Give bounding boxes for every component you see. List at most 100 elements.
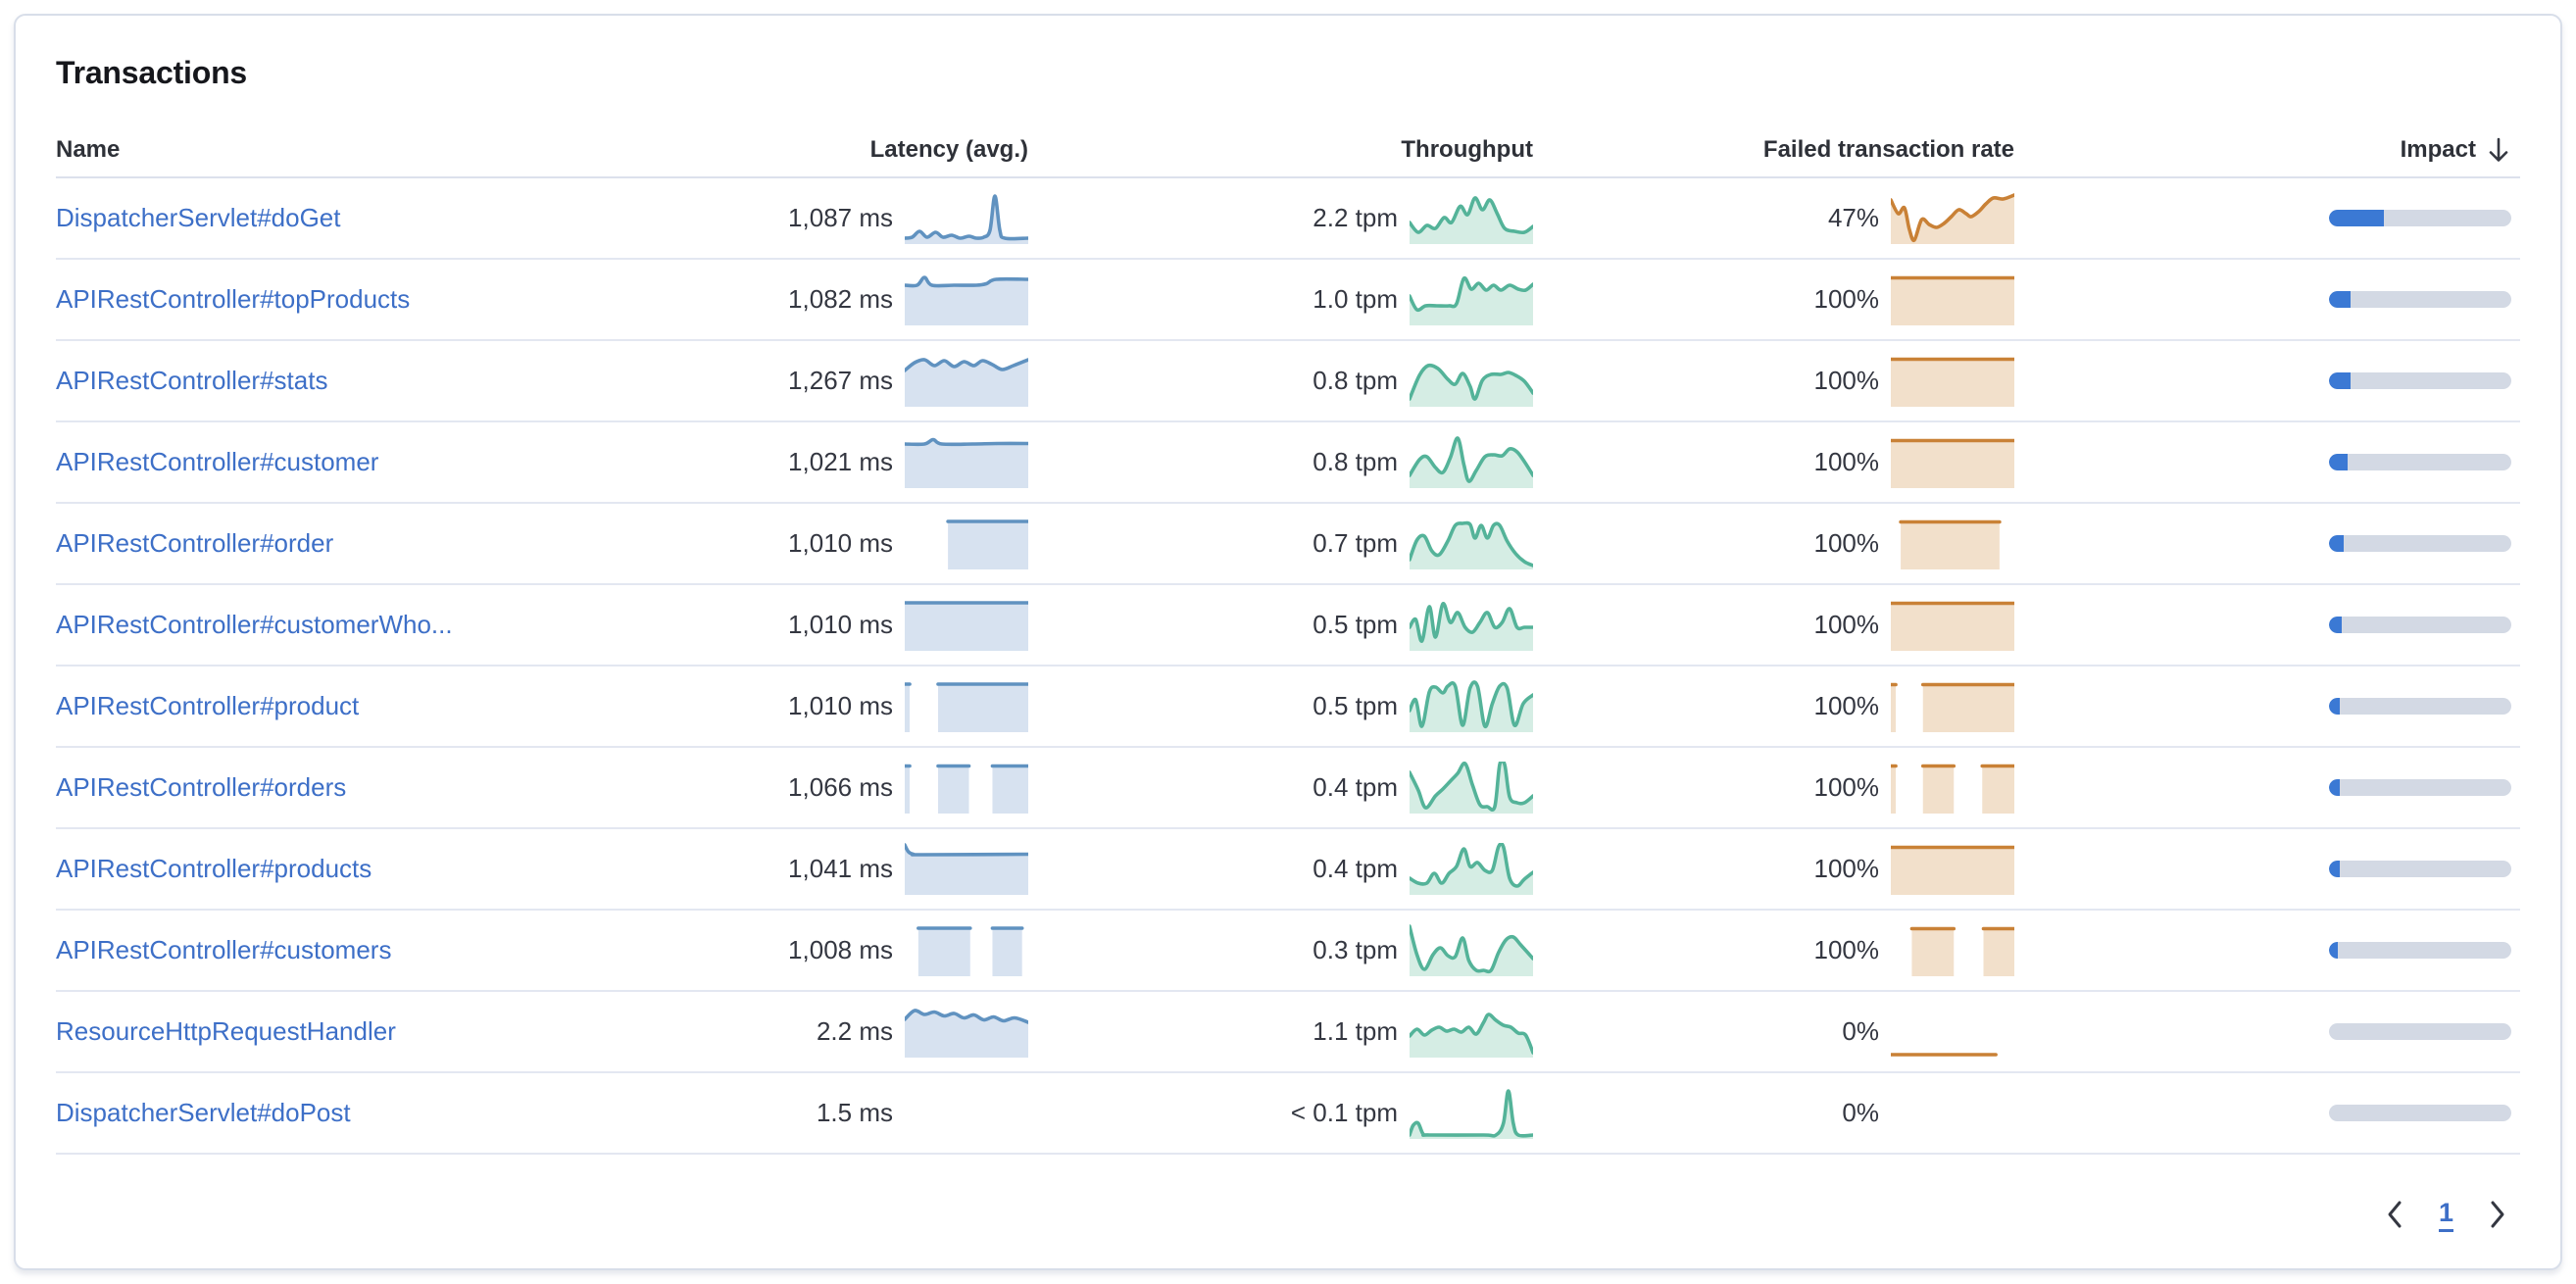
error-rate-sparkline <box>1891 843 2014 896</box>
throughput-value: 0.8 tpm <box>1313 366 1398 395</box>
error-rate-cell: 100% <box>1533 843 2014 896</box>
throughput-value: 0.4 tpm <box>1313 854 1398 883</box>
error-rate-value: 47% <box>1827 203 1879 232</box>
column-header-throughput[interactable]: Throughput <box>1401 136 1533 163</box>
impact-cell <box>2014 1023 2524 1040</box>
throughput-value: 0.3 tpm <box>1313 935 1398 964</box>
table-row: APIRestController#customers 1,008 ms 0.3… <box>56 911 2520 992</box>
latency-cell: 1,008 ms <box>610 924 1028 977</box>
impact-cell <box>2014 861 2524 877</box>
impact-bar-fill <box>2329 210 2384 226</box>
impact-bar <box>2329 210 2511 226</box>
latency-value: 1,041 ms <box>788 854 893 883</box>
throughput-cell: 1.1 tpm <box>1028 1006 1533 1059</box>
pagination: 1 <box>56 1192 2520 1237</box>
column-header-impact[interactable]: Impact <box>2014 135 2524 165</box>
error-rate-sparkline <box>1891 680 2014 733</box>
latency-sparkline <box>905 436 1028 489</box>
sort-desc-arrow-icon <box>2485 135 2512 165</box>
transaction-link[interactable]: DispatcherServlet#doPost <box>56 1098 351 1127</box>
throughput-cell: 0.5 tpm <box>1028 679 1533 733</box>
impact-cell <box>2014 779 2524 796</box>
latency-value: 1.5 ms <box>816 1098 893 1127</box>
name-cell: APIRestController#order <box>56 528 610 559</box>
impact-bar-fill <box>2329 942 2339 959</box>
error-rate-value: 100% <box>1813 935 1880 964</box>
latency-value: 1,082 ms <box>788 284 893 314</box>
transaction-link[interactable]: APIRestController#customers <box>56 935 392 964</box>
name-cell: DispatcherServlet#doPost <box>56 1098 610 1128</box>
throughput-sparkline <box>1410 1087 1533 1140</box>
error-rate-value: 100% <box>1813 284 1880 314</box>
transaction-link[interactable]: APIRestController#product <box>56 691 360 720</box>
name-cell: APIRestController#product <box>56 691 610 721</box>
throughput-value: 0.5 tpm <box>1313 691 1398 720</box>
error-rate-cell: 47% <box>1533 192 2014 245</box>
error-rate-value: 100% <box>1813 772 1880 802</box>
error-rate-sparkline <box>1891 436 2014 489</box>
error-rate-sparkline <box>1891 924 2014 977</box>
table-row: APIRestController#topProducts 1,082 ms 1… <box>56 260 2520 341</box>
throughput-sparkline <box>1410 679 1533 733</box>
error-rate-cell: 100% <box>1533 762 2014 815</box>
latency-sparkline <box>905 192 1028 245</box>
latency-sparkline <box>905 680 1028 733</box>
impact-bar <box>2329 861 2511 877</box>
error-rate-sparkline <box>1891 762 2014 815</box>
table-row: DispatcherServlet#doPost 1.5 ms < 0.1 tp… <box>56 1073 2520 1155</box>
name-cell: APIRestController#topProducts <box>56 284 610 315</box>
latency-cell: 1,021 ms <box>610 436 1028 489</box>
panel-title: Transactions <box>56 55 248 90</box>
transaction-link[interactable]: APIRestController#customer <box>56 447 379 476</box>
throughput-cell: < 0.1 tpm <box>1028 1087 1533 1140</box>
latency-sparkline <box>905 842 1028 896</box>
table-body: DispatcherServlet#doGet 1,087 ms 2.2 tpm… <box>56 178 2520 1155</box>
throughput-sparkline <box>1410 518 1533 570</box>
table-row: APIRestController#products 1,041 ms 0.4 … <box>56 829 2520 911</box>
throughput-cell: 0.4 tpm <box>1028 842 1533 896</box>
table-row: APIRestController#customer 1,021 ms 0.8 … <box>56 422 2520 504</box>
table-row: APIRestController#order 1,010 ms 0.7 tpm… <box>56 504 2520 585</box>
previous-page-button[interactable] <box>2378 1192 2411 1237</box>
name-cell: APIRestController#customer <box>56 447 610 477</box>
column-header-error-rate[interactable]: Failed transaction rate <box>1762 136 2014 163</box>
transaction-link[interactable]: APIRestController#products <box>56 854 372 883</box>
table-row: APIRestController#product 1,010 ms 0.5 t… <box>56 667 2520 748</box>
latency-value: 1,066 ms <box>788 772 893 802</box>
transaction-link[interactable]: APIRestController#topProducts <box>56 284 411 314</box>
impact-bar <box>2329 454 2511 470</box>
impact-cell <box>2014 942 2524 959</box>
impact-bar <box>2329 1105 2511 1121</box>
error-rate-cell: 100% <box>1533 680 2014 733</box>
transaction-link[interactable]: APIRestController#order <box>56 528 334 558</box>
throughput-cell: 1.0 tpm <box>1028 273 1533 326</box>
transactions-panel: Transactions Name Latency (avg.) Through… <box>14 14 2562 1270</box>
error-rate-sparkline <box>1891 518 2014 570</box>
impact-bar <box>2329 535 2511 552</box>
throughput-value: 0.4 tpm <box>1313 772 1398 802</box>
transaction-link[interactable]: DispatcherServlet#doGet <box>56 203 341 232</box>
throughput-cell: 0.7 tpm <box>1028 518 1533 570</box>
transaction-link[interactable]: APIRestController#stats <box>56 366 328 395</box>
error-rate-sparkline <box>1891 355 2014 408</box>
error-rate-value: 0% <box>1842 1016 1879 1046</box>
latency-cell: 1.5 ms <box>610 1087 1028 1140</box>
transaction-link[interactable]: APIRestController#customerWho... <box>56 610 453 639</box>
throughput-sparkline <box>1410 355 1533 408</box>
column-header-latency[interactable]: Latency (avg.) <box>869 136 1028 163</box>
throughput-cell: 0.3 tpm <box>1028 923 1533 977</box>
throughput-sparkline <box>1410 273 1533 326</box>
error-rate-cell: 100% <box>1533 518 2014 570</box>
throughput-value: 0.8 tpm <box>1313 447 1398 476</box>
page-number-1[interactable]: 1 <box>2438 1198 2453 1232</box>
transaction-link[interactable]: APIRestController#orders <box>56 772 347 802</box>
impact-cell <box>2014 617 2524 633</box>
throughput-sparkline <box>1410 435 1533 489</box>
error-rate-value: 100% <box>1813 447 1880 476</box>
error-rate-value: 0% <box>1842 1098 1879 1127</box>
transaction-link[interactable]: ResourceHttpRequestHandler <box>56 1016 396 1046</box>
impact-bar-fill <box>2329 861 2341 877</box>
latency-value: 1,010 ms <box>788 610 893 639</box>
throughput-sparkline <box>1410 192 1533 245</box>
next-page-button[interactable] <box>2481 1192 2514 1237</box>
